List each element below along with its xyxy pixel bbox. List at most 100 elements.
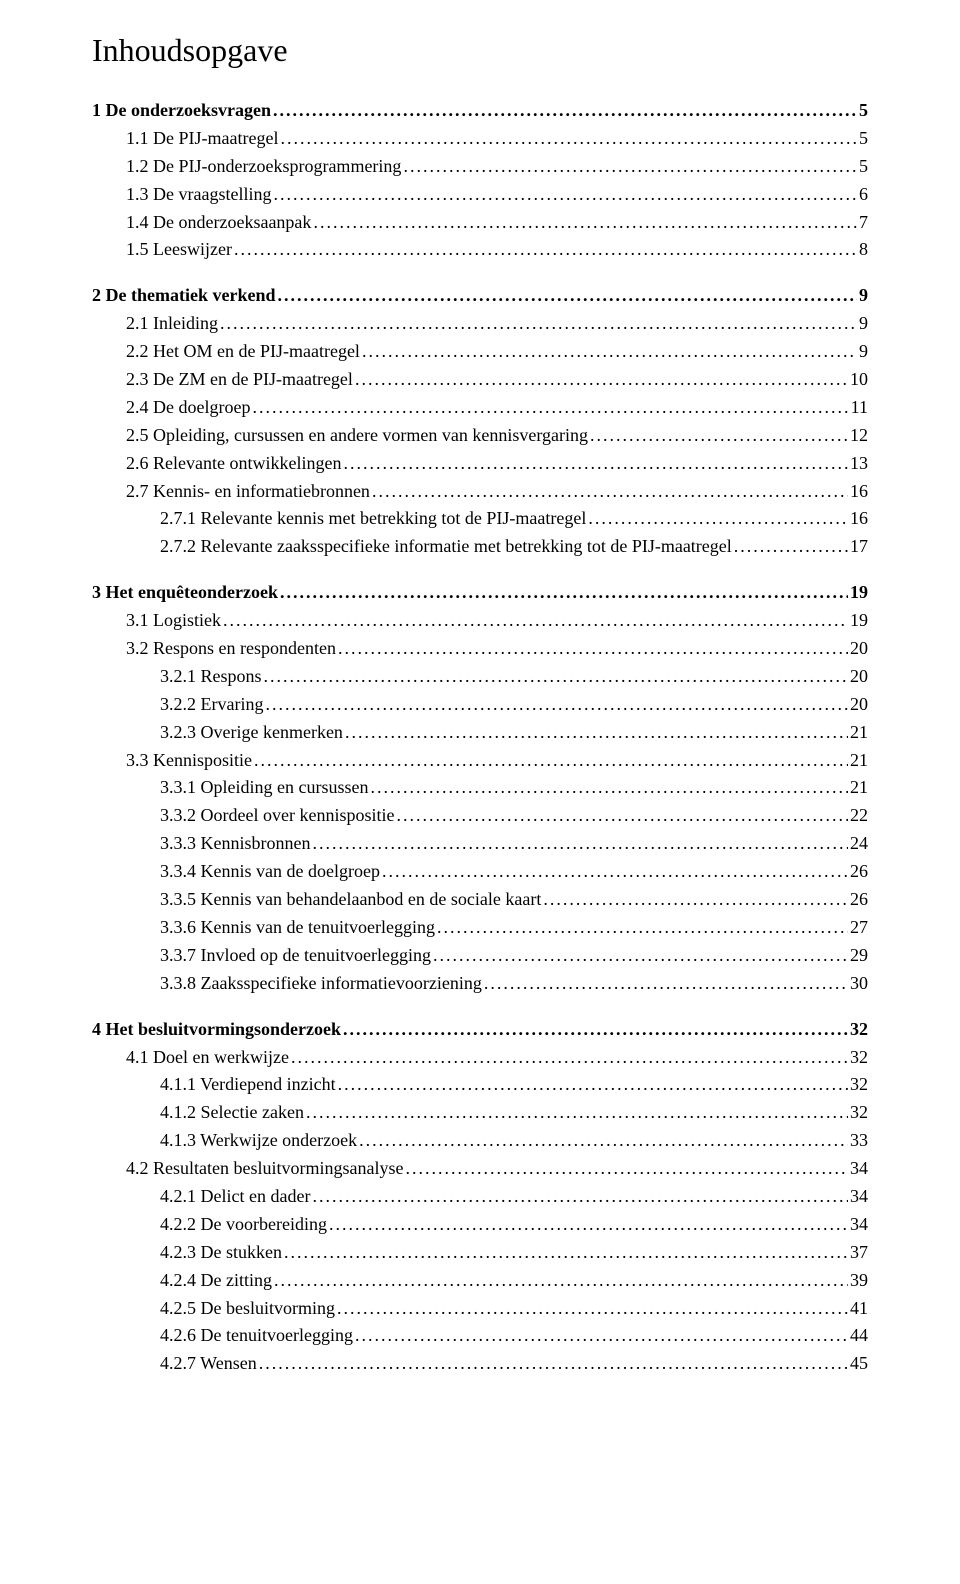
toc-entry-label: 4.2.6 De tenuitvoerlegging (160, 1322, 353, 1350)
toc-entry-label: 2.6 Relevante ontwikkelingen (126, 450, 341, 478)
toc-entry: 3.3.4 Kennis van de doelgroep 26 (92, 858, 868, 886)
toc-entry: 3.3.3 Kennisbronnen24 (92, 830, 868, 858)
toc-entry: 3.3.1 Opleiding en cursussen 21 (92, 774, 868, 802)
toc-entry: 4.1.3 Werkwijze onderzoek33 (92, 1127, 868, 1155)
toc-entry-label: 2.3 De ZM en de PIJ-maatregel (126, 366, 353, 394)
toc-entry-page: 5 (859, 97, 868, 125)
toc-entry: 2.7 Kennis- en informatiebronnen 16 (92, 478, 868, 506)
toc-entry-page: 32 (850, 1016, 868, 1044)
toc-leader-dots (484, 970, 848, 998)
toc-entry-label: 2.1 Inleiding (126, 310, 218, 338)
toc-entry: 3 Het enquêteonderzoek19 (92, 579, 868, 607)
toc-leader-dots (343, 1016, 848, 1044)
toc-leader-dots (337, 1295, 848, 1323)
toc-leader-dots (355, 1322, 848, 1350)
toc-leader-dots (234, 236, 857, 264)
toc-entry-label: 3.3.4 Kennis van de doelgroep (160, 858, 380, 886)
toc-entry: 1.2 De PIJ-onderzoeksprogrammering5 (92, 153, 868, 181)
toc-entry-page: 41 (850, 1295, 868, 1323)
toc-entry-page: 17 (850, 533, 868, 561)
toc-entry-page: 19 (850, 607, 868, 635)
toc-leader-dots (403, 153, 857, 181)
toc-entry: 2.7.1 Relevante kennis met betrekking to… (92, 505, 868, 533)
toc-leader-dots (734, 533, 848, 561)
toc-leader-dots (273, 181, 857, 209)
toc-entry: 1.5 Leeswijzer8 (92, 236, 868, 264)
toc-leader-dots (433, 942, 848, 970)
toc-leader-dots (312, 1183, 848, 1211)
toc-entry: 4.1.1 Verdiepend inzicht 32 (92, 1071, 868, 1099)
toc-leader-dots (543, 886, 848, 914)
toc-entry-label: 3.3.3 Kennisbronnen (160, 830, 310, 858)
toc-leader-dots (355, 366, 848, 394)
toc-entry: 2 De thematiek verkend9 (92, 282, 868, 310)
toc-leader-dots (274, 1267, 848, 1295)
toc-entry-label: 3.2.2 Ervaring (160, 691, 263, 719)
toc-leader-dots (345, 719, 848, 747)
toc-leader-dots (396, 802, 848, 830)
toc-entry-page: 10 (850, 366, 868, 394)
toc-entry-page: 21 (850, 774, 868, 802)
toc-entry-label: 2.7 Kennis- en informatiebronnen (126, 478, 370, 506)
toc-entry: 3.3.6 Kennis van de tenuitvoerlegging27 (92, 914, 868, 942)
toc-entry-label: 2.5 Opleiding, cursussen en andere vorme… (126, 422, 588, 450)
toc-leader-dots (254, 747, 848, 775)
toc-entry-label: 4.2 Resultaten besluitvormingsanalyse (126, 1155, 403, 1183)
toc-entry-page: 9 (859, 338, 868, 366)
toc-spacer (92, 998, 868, 1016)
toc-entry-page: 5 (859, 125, 868, 153)
toc-entry-page: 22 (850, 802, 868, 830)
toc-entry: 1.3 De vraagstelling 6 (92, 181, 868, 209)
toc-entry-page: 6 (859, 181, 868, 209)
toc-entry-label: 3 Het enquêteonderzoek (92, 579, 278, 607)
toc-entry-label: 1.4 De onderzoeksaanpak (126, 209, 311, 237)
toc-entry: 4.2 Resultaten besluitvormingsanalyse34 (92, 1155, 868, 1183)
toc-entry: 4.2.4 De zitting39 (92, 1267, 868, 1295)
toc-leader-dots (370, 774, 848, 802)
toc-entry-page: 13 (850, 450, 868, 478)
toc-entry-label: 3.3.1 Opleiding en cursussen (160, 774, 368, 802)
toc-entry-page: 39 (850, 1267, 868, 1295)
toc-leader-dots (273, 97, 857, 125)
toc-leader-dots (588, 505, 848, 533)
toc-entry: 4.2.1 Delict en dader34 (92, 1183, 868, 1211)
toc-entry-label: 3.3.2 Oordeel over kennispositie (160, 802, 394, 830)
toc-leader-dots (359, 1127, 848, 1155)
toc-entry-label: 1.3 De vraagstelling (126, 181, 271, 209)
toc-entry-label: 1.5 Leeswijzer (126, 236, 232, 264)
toc-entry: 3.2.3 Overige kenmerken21 (92, 719, 868, 747)
toc-leader-dots (312, 830, 848, 858)
toc-leader-dots (252, 394, 848, 422)
toc-entry-label: 3.3.8 Zaaksspecifieke informatievoorzien… (160, 970, 482, 998)
toc-entry-page: 20 (850, 691, 868, 719)
toc-leader-dots (329, 1211, 848, 1239)
toc-leader-dots (220, 310, 857, 338)
toc-entry-page: 32 (850, 1071, 868, 1099)
toc-leader-dots (343, 450, 848, 478)
toc-entry: 4.1 Doel en werkwijze32 (92, 1044, 868, 1072)
toc-leader-dots (264, 663, 848, 691)
toc-entry-label: 1.1 De PIJ-maatregel (126, 125, 278, 153)
toc-entry: 1.4 De onderzoeksaanpak7 (92, 209, 868, 237)
toc-entry-label: 4.1.1 Verdiepend inzicht (160, 1071, 336, 1099)
toc-entry-page: 29 (850, 942, 868, 970)
toc-entry-label: 1 De onderzoeksvragen (92, 97, 271, 125)
toc-entry-page: 26 (850, 858, 868, 886)
toc-entry-label: 4.1 Doel en werkwijze (126, 1044, 289, 1072)
toc-spacer (92, 561, 868, 579)
toc-entry-page: 16 (850, 478, 868, 506)
toc-entry: 3.3.2 Oordeel over kennispositie 22 (92, 802, 868, 830)
toc-entry-page: 21 (850, 747, 868, 775)
toc-entry-page: 26 (850, 886, 868, 914)
toc-entry-label: 3.3.7 Invloed op de tenuitvoerlegging (160, 942, 431, 970)
toc-leader-dots (362, 338, 857, 366)
toc-entry-label: 3.3 Kennispositie (126, 747, 252, 775)
toc-entry: 3.3 Kennispositie 21 (92, 747, 868, 775)
toc-entry-page: 34 (850, 1211, 868, 1239)
toc-entry-page: 45 (850, 1350, 868, 1378)
toc-leader-dots (259, 1350, 848, 1378)
toc-entry-label: 2.2 Het OM en de PIJ-maatregel (126, 338, 360, 366)
toc-entry-label: 2.7.2 Relevante zaaksspecifieke informat… (160, 533, 732, 561)
toc-entry-page: 5 (859, 153, 868, 181)
toc-entry: 3.3.5 Kennis van behandelaanbod en de so… (92, 886, 868, 914)
